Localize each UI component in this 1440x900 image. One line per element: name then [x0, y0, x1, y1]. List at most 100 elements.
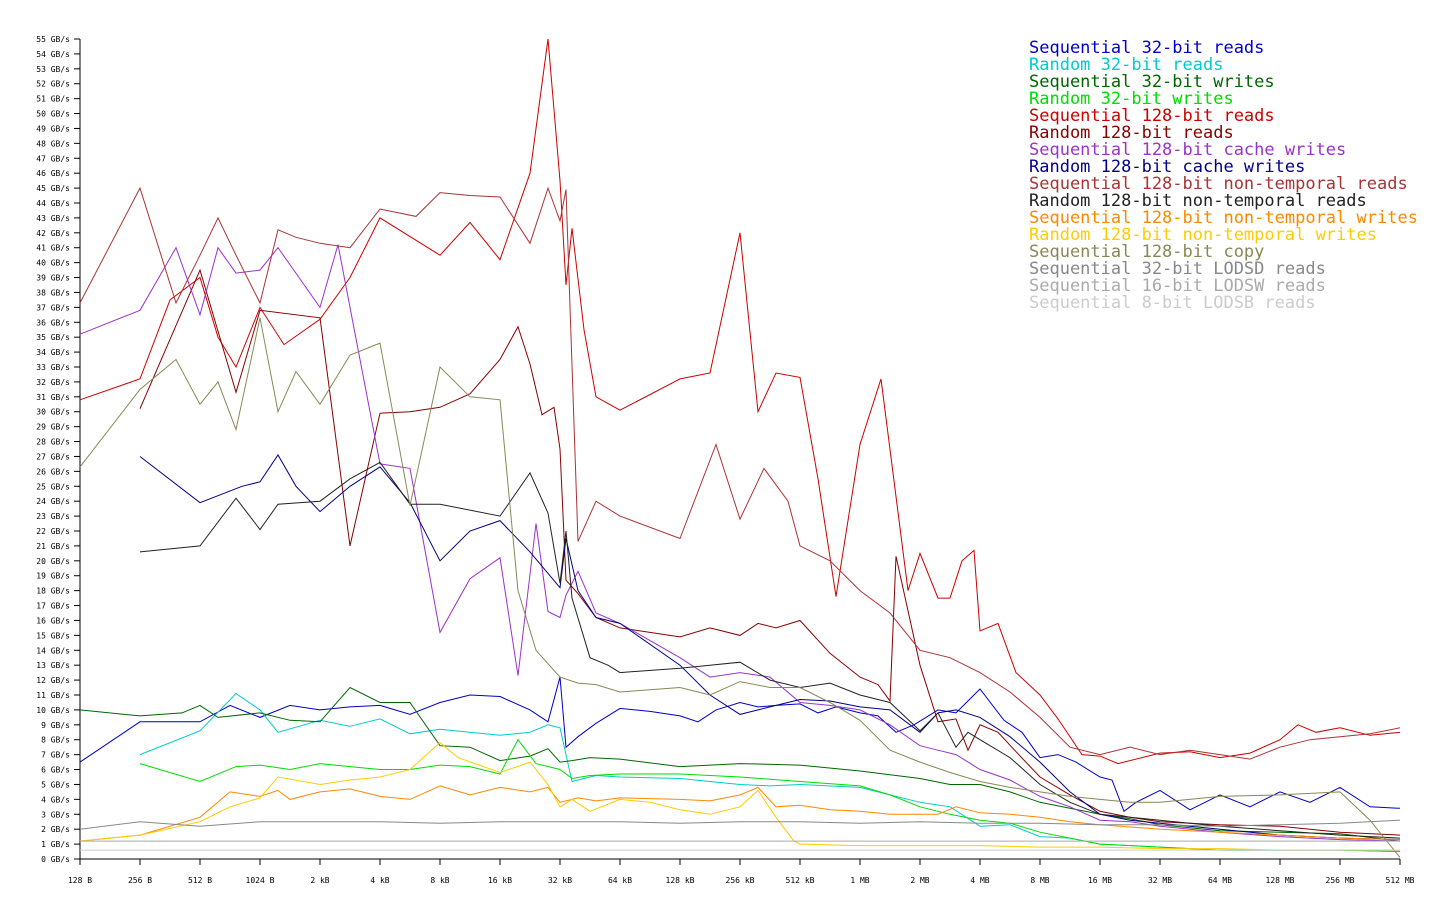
legend-entry: Sequential 128-bit cache writes	[1029, 140, 1346, 160]
legend-entry: Sequential 8-bit LODSB reads	[1029, 293, 1316, 313]
y-tick-label: 28 GB/s	[36, 438, 70, 447]
y-tick-label: 48 GB/s	[36, 139, 70, 148]
y-tick-label: 18 GB/s	[36, 587, 70, 596]
y-axis: 0 GB/s 1 GB/s 2 GB/s 3 GB/s 4 GB/s 5 GB/s 6 GB…	[36, 35, 81, 864]
y-tick-label: 22 GB/s	[36, 527, 70, 536]
y-tick-label: 20 GB/s	[36, 557, 70, 566]
y-tick-label: 45 GB/s	[36, 184, 70, 193]
legend-entry: Random 32-bit writes	[1029, 89, 1234, 109]
x-tick-label: 4 MB	[970, 876, 989, 885]
series-line-sequential-128-bit-non-temporal-reads	[79, 186, 1401, 760]
legend-entry: Sequential 128-bit reads	[1029, 106, 1275, 126]
series-lines	[79, 38, 1401, 858]
y-tick-label: 50 GB/s	[36, 110, 70, 119]
y-tick-label: 5 GB/s	[41, 780, 70, 789]
x-tick-label: 16 MB	[1088, 876, 1112, 885]
x-tick-label: 512 MB	[1386, 876, 1415, 885]
x-tick-label: 2 MB	[910, 876, 929, 885]
y-tick-label: 54 GB/s	[36, 50, 70, 59]
x-tick-label: 8 kB	[430, 876, 449, 885]
y-tick-label: 42 GB/s	[36, 229, 70, 238]
y-tick-label: 4 GB/s	[41, 795, 70, 804]
y-tick-label: 41 GB/s	[36, 244, 70, 253]
y-tick-label: 46 GB/s	[36, 169, 70, 178]
legend-entry: Random 128-bit cache writes	[1029, 157, 1305, 177]
y-tick-label: 8 GB/s	[41, 736, 70, 745]
y-tick-label: 55 GB/s	[36, 35, 70, 44]
y-tick-label: 16 GB/s	[36, 616, 70, 625]
x-tick-label: 64 kB	[608, 876, 632, 885]
series-line-random-128-bit-non-temporal-reads	[139, 461, 1401, 839]
x-tick-label: 64 MB	[1208, 876, 1232, 885]
legend-entry: Random 128-bit non-temporal writes	[1029, 225, 1377, 245]
legend-entry: Sequential 128-bit non-temporal reads	[1029, 174, 1408, 194]
y-tick-label: 6 GB/s	[41, 766, 70, 775]
x-tick-label: 128 MB	[1266, 876, 1295, 885]
y-tick-label: 34 GB/s	[36, 348, 70, 357]
y-tick-label: 13 GB/s	[36, 661, 70, 670]
y-tick-label: 21 GB/s	[36, 542, 70, 551]
y-tick-label: 31 GB/s	[36, 393, 70, 402]
y-tick-label: 49 GB/s	[36, 124, 70, 133]
y-tick-label: 53 GB/s	[36, 65, 70, 74]
legend-entry: Sequential 16-bit LODSW reads	[1029, 276, 1326, 296]
y-tick-label: 44 GB/s	[36, 199, 70, 208]
y-tick-label: 14 GB/s	[36, 646, 70, 655]
x-tick-label: 2 kB	[310, 876, 329, 885]
y-tick-label: 33 GB/s	[36, 363, 70, 372]
y-tick-label: 2 GB/s	[41, 825, 70, 834]
x-tick-label: 512 kB	[786, 876, 815, 885]
y-tick-label: 39 GB/s	[36, 274, 70, 283]
legend-entry: Sequential 32-bit LODSD reads	[1029, 259, 1326, 279]
y-tick-label: 35 GB/s	[36, 333, 70, 342]
x-tick-label: 256 kB	[726, 876, 755, 885]
x-tick-label: 1024 B	[246, 876, 275, 885]
legend-entry: Random 32-bit reads	[1029, 55, 1223, 75]
y-tick-label: 43 GB/s	[36, 214, 70, 223]
series-line-random-128-bit-non-temporal-writes	[79, 742, 1400, 851]
legend-entry: Sequential 32-bit writes	[1029, 72, 1275, 92]
y-tick-label: 24 GB/s	[36, 497, 70, 506]
y-tick-label: 0 GB/s	[41, 855, 70, 864]
y-tick-label: 7 GB/s	[41, 751, 70, 760]
series-line-random-128-bit-cache-writes	[139, 454, 1401, 841]
series-line-sequential-32-bit-lodsd-reads	[79, 819, 1401, 830]
legend-entry: Sequential 128-bit non-temporal writes	[1029, 208, 1418, 228]
y-tick-label: 32 GB/s	[36, 378, 70, 387]
y-tick-label: 1 GB/s	[41, 840, 70, 849]
y-tick-label: 27 GB/s	[36, 452, 70, 461]
y-tick-label: 52 GB/s	[36, 80, 70, 89]
y-tick-label: 36 GB/s	[36, 318, 70, 327]
x-tick-label: 128 B	[68, 876, 92, 885]
legend-entry: Sequential 128-bit copy	[1029, 242, 1264, 262]
x-tick-label: 32 MB	[1148, 876, 1172, 885]
y-tick-label: 10 GB/s	[36, 706, 70, 715]
series-line-random-32-bit-writes	[139, 738, 1401, 852]
x-tick-label: 1 MB	[850, 876, 869, 885]
y-tick-label: 29 GB/s	[36, 423, 70, 432]
x-axis: 128 B 256 B 512 B 1024 B 2 kB 4 kB 8 kB 16 kB 32…	[68, 858, 1415, 885]
y-tick-label: 23 GB/s	[36, 512, 70, 521]
y-tick-label: 12 GB/s	[36, 676, 70, 685]
y-tick-label: 11 GB/s	[36, 691, 70, 700]
y-tick-label: 17 GB/s	[36, 602, 70, 611]
y-tick-label: 30 GB/s	[36, 408, 70, 417]
x-tick-label: 256 MB	[1326, 876, 1355, 885]
x-tick-label: 32 kB	[548, 876, 572, 885]
y-tick-label: 15 GB/s	[36, 631, 70, 640]
y-tick-label: 3 GB/s	[41, 810, 70, 819]
series-line-random-128-bit-reads	[139, 268, 1401, 836]
y-tick-label: 38 GB/s	[36, 288, 70, 297]
x-tick-label: 8 MB	[1030, 876, 1049, 885]
series-line-sequential-32-bit-reads	[79, 676, 1401, 813]
y-tick-label: 19 GB/s	[36, 572, 70, 581]
y-tick-label: 25 GB/s	[36, 482, 70, 491]
y-tick-label: 40 GB/s	[36, 259, 70, 268]
y-tick-label: 47 GB/s	[36, 154, 70, 163]
series-line-sequential-128-bit-reads	[79, 38, 1401, 765]
x-tick-label: 4 kB	[370, 876, 389, 885]
legend-entry: Sequential 32-bit reads	[1029, 38, 1264, 58]
